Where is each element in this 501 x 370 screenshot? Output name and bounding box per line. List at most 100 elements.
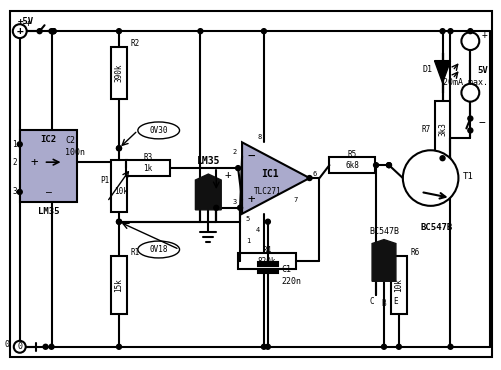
Bar bbox=[258, 262, 277, 266]
Circle shape bbox=[49, 344, 54, 349]
Text: R3: R3 bbox=[143, 153, 152, 162]
Bar bbox=[390, 256, 406, 314]
Text: 2: 2 bbox=[232, 149, 236, 155]
Circle shape bbox=[439, 156, 444, 161]
Circle shape bbox=[17, 189, 22, 194]
Text: LM35: LM35 bbox=[196, 156, 219, 166]
Text: P1: P1 bbox=[100, 175, 110, 185]
Text: B: B bbox=[381, 299, 386, 307]
Text: 6: 6 bbox=[312, 171, 316, 177]
Text: +: + bbox=[25, 19, 30, 28]
Text: 820k: 820k bbox=[257, 257, 276, 266]
Circle shape bbox=[116, 29, 121, 34]
Circle shape bbox=[386, 163, 391, 168]
Text: +: + bbox=[480, 30, 486, 40]
Text: +5V: +5V bbox=[18, 17, 34, 26]
Text: R1: R1 bbox=[131, 248, 140, 257]
Circle shape bbox=[460, 32, 478, 50]
Text: 20mA max.: 20mA max. bbox=[442, 78, 487, 87]
Text: C1: C1 bbox=[281, 265, 291, 274]
Circle shape bbox=[213, 205, 218, 210]
Circle shape bbox=[116, 146, 121, 151]
Text: E: E bbox=[393, 297, 397, 306]
Circle shape bbox=[49, 29, 54, 34]
Bar bbox=[42, 140, 61, 144]
Text: —: — bbox=[46, 187, 52, 197]
Bar bbox=[111, 160, 127, 212]
Text: T1: T1 bbox=[461, 172, 472, 181]
Bar bbox=[20, 130, 77, 202]
Circle shape bbox=[13, 24, 27, 38]
Text: 100n: 100n bbox=[65, 148, 85, 157]
Text: IC2: IC2 bbox=[41, 135, 57, 144]
Circle shape bbox=[265, 344, 270, 349]
Bar bbox=[42, 148, 61, 152]
Circle shape bbox=[116, 219, 121, 224]
Text: 8: 8 bbox=[258, 134, 262, 140]
Text: 3: 3 bbox=[12, 188, 17, 196]
Text: C2: C2 bbox=[65, 136, 75, 145]
Circle shape bbox=[235, 166, 240, 171]
Bar bbox=[434, 101, 449, 158]
Polygon shape bbox=[371, 240, 395, 281]
Text: R7: R7 bbox=[420, 125, 430, 134]
Text: IC1: IC1 bbox=[261, 169, 278, 179]
Text: 0: 0 bbox=[5, 340, 10, 349]
Polygon shape bbox=[195, 174, 221, 210]
Text: 3k3: 3k3 bbox=[437, 122, 446, 137]
Polygon shape bbox=[434, 61, 449, 83]
Circle shape bbox=[467, 128, 472, 133]
Circle shape bbox=[381, 344, 386, 349]
Text: R4: R4 bbox=[262, 246, 271, 255]
Text: 15k: 15k bbox=[114, 278, 123, 292]
Text: 5V: 5V bbox=[476, 66, 487, 75]
Circle shape bbox=[439, 29, 444, 34]
Circle shape bbox=[197, 29, 202, 34]
Circle shape bbox=[402, 150, 457, 206]
Text: 4: 4 bbox=[256, 227, 260, 233]
Bar bbox=[111, 256, 127, 314]
Text: BC547B: BC547B bbox=[420, 223, 452, 232]
Text: R6: R6 bbox=[410, 248, 419, 257]
Circle shape bbox=[447, 344, 452, 349]
Circle shape bbox=[373, 163, 378, 168]
Text: R5: R5 bbox=[347, 150, 356, 159]
Circle shape bbox=[51, 29, 56, 34]
Text: 1: 1 bbox=[245, 238, 249, 243]
Bar bbox=[111, 47, 127, 99]
Text: 390k: 390k bbox=[114, 64, 123, 82]
Text: D1: D1 bbox=[422, 65, 432, 74]
Circle shape bbox=[265, 219, 270, 224]
Text: 220n: 220n bbox=[281, 277, 301, 286]
Text: BC547B: BC547B bbox=[368, 227, 398, 236]
Circle shape bbox=[14, 341, 26, 353]
Text: 3: 3 bbox=[232, 199, 236, 205]
Circle shape bbox=[447, 29, 452, 34]
Circle shape bbox=[51, 29, 56, 34]
Circle shape bbox=[17, 142, 22, 147]
Circle shape bbox=[237, 205, 242, 210]
Text: 1k: 1k bbox=[143, 164, 152, 173]
Text: 1: 1 bbox=[12, 140, 17, 149]
Bar bbox=[126, 160, 169, 176]
Circle shape bbox=[307, 176, 312, 181]
Text: +: + bbox=[224, 170, 231, 180]
Text: R2: R2 bbox=[131, 38, 140, 48]
Circle shape bbox=[467, 116, 472, 121]
Circle shape bbox=[386, 163, 391, 168]
Text: 10k: 10k bbox=[394, 278, 403, 292]
Bar bbox=[329, 157, 374, 173]
Circle shape bbox=[396, 344, 401, 349]
Text: −: − bbox=[477, 118, 484, 128]
Text: 0V30: 0V30 bbox=[149, 126, 168, 135]
Bar bbox=[237, 253, 295, 269]
Text: C: C bbox=[369, 297, 374, 306]
Circle shape bbox=[116, 146, 121, 151]
Text: +: + bbox=[17, 26, 23, 36]
Text: +: + bbox=[31, 156, 38, 169]
Text: 5: 5 bbox=[245, 216, 249, 222]
Ellipse shape bbox=[138, 122, 179, 139]
Circle shape bbox=[37, 29, 42, 34]
Text: 0V18: 0V18 bbox=[149, 245, 168, 254]
Circle shape bbox=[261, 29, 266, 34]
